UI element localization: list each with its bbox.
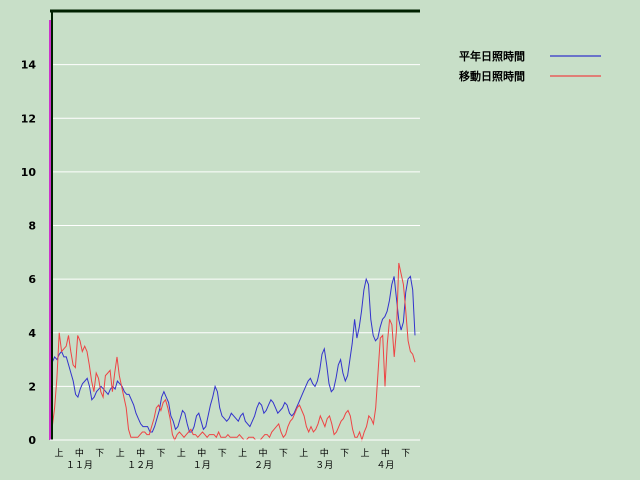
x-tick-label: 下 xyxy=(218,449,227,459)
x-month-label: ３月 xyxy=(315,460,333,471)
x-tick-label: 中 xyxy=(381,447,390,459)
x-tick-label: 中 xyxy=(136,447,145,459)
y-tick-label: 0 xyxy=(28,434,36,447)
x-tick-label: 上 xyxy=(116,448,125,459)
x-tick-label: 上 xyxy=(177,448,186,459)
x-tick-label: 下 xyxy=(340,449,349,459)
series-line-0 xyxy=(49,275,416,433)
y-tick-label: 2 xyxy=(28,380,36,393)
legend-label-0: 平年日照時間 xyxy=(459,49,525,63)
x-month-label: ２月 xyxy=(254,460,272,471)
legend-label-1: 移動日照時間 xyxy=(459,69,525,83)
grid-lines xyxy=(50,64,420,387)
y-tick-label: 14 xyxy=(21,59,37,72)
x-tick-label: 上 xyxy=(54,448,63,459)
y-tick-label: 4 xyxy=(28,327,36,340)
y-axis-ticks: 0 2 4 6 8 10 12 14 xyxy=(21,59,37,447)
x-tick-label: 中 xyxy=(75,447,84,459)
x-tick-label: 上 xyxy=(238,448,247,459)
x-tick-label: 下 xyxy=(401,449,410,459)
y-tick-label: 12 xyxy=(21,112,36,125)
x-month-label: １１月 xyxy=(66,460,93,471)
x-tick-label: 上 xyxy=(360,448,369,459)
x-month-label: １２月 xyxy=(127,460,154,471)
x-month-label: １月 xyxy=(193,460,211,471)
x-tick-label: 下 xyxy=(95,449,104,459)
x-tick-label: 中 xyxy=(197,447,206,459)
x-tick-label: 上 xyxy=(299,448,308,459)
series-line-1 xyxy=(49,262,416,442)
axes xyxy=(49,9,420,441)
x-month-label: ４月 xyxy=(376,460,394,471)
y-tick-label: 10 xyxy=(21,166,37,179)
x-axis-ticks: 上中下上中下上中下上中下上中下上中下１１月 １２月 １月 ２月 ３月 ４月 xyxy=(54,447,410,471)
y-tick-label: 8 xyxy=(28,220,36,233)
x-tick-label: 下 xyxy=(156,449,165,459)
x-tick-label: 中 xyxy=(258,447,267,459)
x-tick-label: 中 xyxy=(320,447,329,459)
x-tick-label: 下 xyxy=(279,449,288,459)
y-tick-label: 6 xyxy=(28,273,36,286)
series-lines xyxy=(49,262,416,442)
